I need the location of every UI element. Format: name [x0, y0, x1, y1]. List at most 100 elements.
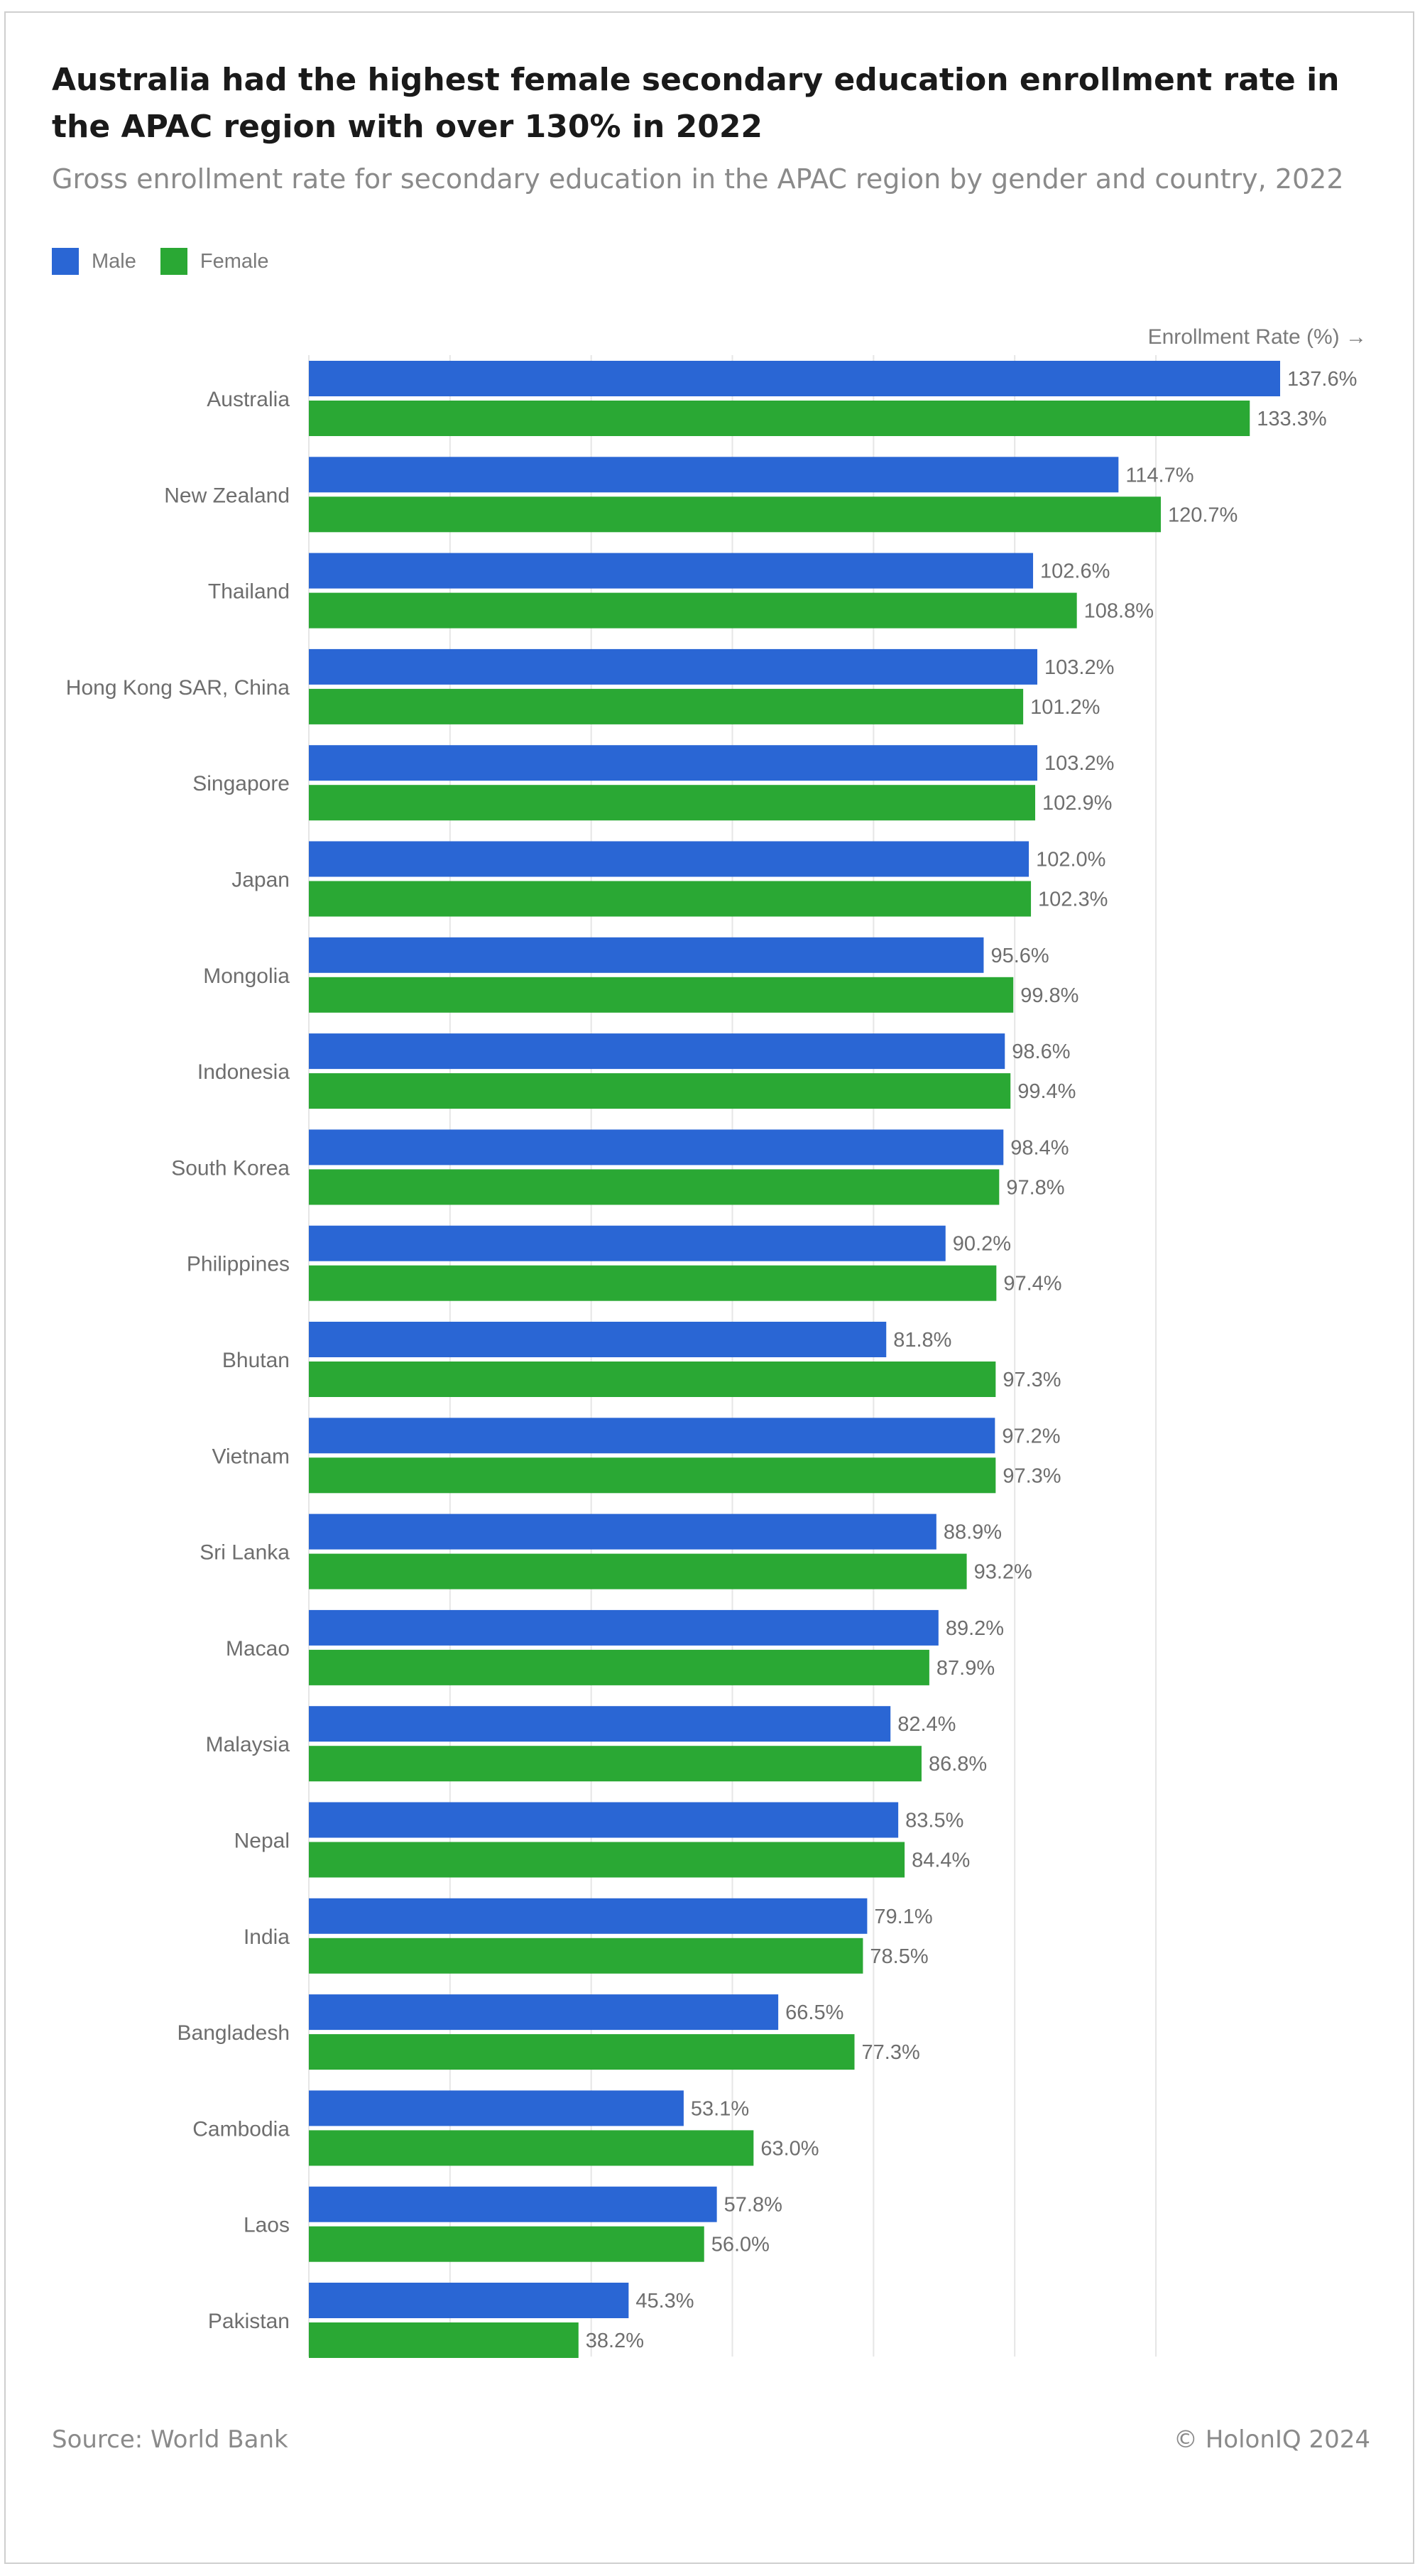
data-label: 77.3% [862, 2041, 920, 2064]
x-axis-title: Enrollment Rate (%) → [1147, 325, 1367, 349]
category-label: Pakistan [208, 2310, 290, 2333]
data-label: 56.0% [711, 2234, 770, 2256]
bar-female [309, 688, 1024, 724]
legend-swatch-female [160, 248, 187, 275]
data-label: 98.6% [1012, 1040, 1070, 1063]
data-label: 79.1% [874, 1906, 932, 1928]
bar-female [309, 496, 1161, 533]
data-label: 83.5% [905, 1810, 963, 1832]
bar-male [309, 2283, 629, 2318]
data-label: 97.3% [1003, 1369, 1061, 1391]
legend-swatch-male [52, 248, 79, 275]
category-label: Indonesia [197, 1060, 290, 1084]
category-label: New Zealand [164, 484, 290, 507]
data-label: 57.8% [724, 2194, 782, 2217]
data-label: 114.7% [1125, 464, 1194, 487]
bar-male [309, 457, 1119, 493]
bar-male [309, 841, 1030, 877]
data-label: 103.2% [1044, 656, 1114, 679]
data-label: 66.5% [785, 2001, 843, 2024]
category-label: Laos [244, 2214, 290, 2237]
data-label: 89.2% [946, 1617, 1004, 1640]
bar-male [309, 1225, 946, 1261]
category-label: Singapore [192, 772, 290, 795]
bar-male [309, 1802, 899, 1838]
category-label: Australia [207, 388, 290, 411]
bar-male [309, 1322, 887, 1357]
chart-subtitle: Gross enrollment rate for secondary educ… [52, 163, 1344, 195]
data-label: 102.6% [1040, 560, 1110, 583]
bar-male [309, 553, 1034, 589]
bar-female [309, 1457, 996, 1494]
bar-male [309, 1418, 995, 1454]
category-label: Thailand [208, 580, 290, 604]
data-label: 97.4% [1003, 1273, 1061, 1295]
bar-female [309, 592, 1077, 629]
data-label: 120.7% [1168, 504, 1238, 526]
category-label: Philippines [187, 1253, 290, 1276]
category-label: Sri Lanka [200, 1541, 290, 1565]
bar-female [309, 1649, 929, 1685]
data-label: 97.3% [1003, 1464, 1061, 1487]
bar-female [309, 2130, 754, 2166]
bar-female [309, 881, 1032, 917]
bar-male [309, 745, 1037, 781]
data-label: 78.5% [870, 1945, 928, 1968]
data-label: 86.8% [929, 1753, 987, 1776]
bar-female [309, 785, 1036, 821]
legend: Male Female [52, 247, 293, 276]
bar-male [309, 1609, 939, 1646]
chart-title: Australia had the highest female seconda… [52, 62, 1340, 145]
data-label: 45.3% [635, 2290, 694, 2313]
category-label: Vietnam [212, 1445, 290, 1468]
bar-male [309, 1033, 1005, 1070]
data-label: 84.4% [912, 1849, 970, 1872]
data-label: 82.4% [897, 1713, 956, 1736]
bar-male [309, 2090, 684, 2126]
bar-male [309, 1898, 868, 1934]
bar-male [309, 2186, 717, 2222]
copyright-note: © HolonIQ 2024 [1173, 2425, 1370, 2454]
bar-male [309, 1706, 891, 1742]
bar-female [309, 2226, 704, 2262]
bar-female [309, 1938, 863, 1974]
bar-female [309, 977, 1014, 1013]
bar-female [309, 1553, 967, 1589]
data-label: 102.9% [1042, 792, 1112, 815]
bar-female [309, 1746, 922, 1782]
bars [309, 361, 1280, 2358]
bar-male [309, 1994, 779, 2031]
labels: Australia 137.6% 133.3% New Zealand 114.7% 12… [66, 368, 1358, 2352]
category-label: Bhutan [222, 1349, 290, 1372]
data-label: 101.2% [1030, 696, 1100, 719]
data-label: 53.1% [691, 2097, 749, 2120]
data-label: 38.2% [586, 2330, 644, 2352]
legend-label-female: Female [200, 249, 269, 273]
data-label: 99.8% [1020, 984, 1078, 1007]
bar-female [309, 1842, 905, 1878]
category-label: Japan [231, 869, 290, 892]
legend-label-male: Male [92, 249, 136, 273]
category-label: Macao [226, 1637, 290, 1661]
bar-male [309, 648, 1037, 685]
legend-item-female: Female [160, 248, 269, 275]
bar-female [309, 2322, 579, 2358]
bar-female [309, 1073, 1011, 1109]
data-label: 108.8% [1084, 600, 1154, 623]
bar-male [309, 1513, 936, 1550]
data-label: 95.6% [990, 945, 1049, 967]
data-label: 133.3% [1257, 408, 1326, 430]
data-label: 88.9% [944, 1521, 1002, 1544]
category-label: Hong Kong SAR, China [66, 676, 290, 700]
data-label: 81.8% [893, 1329, 951, 1352]
bar-female [309, 401, 1250, 436]
bar-male [309, 937, 984, 973]
bar-female [309, 2034, 855, 2070]
category-label: Cambodia [192, 2117, 290, 2141]
category-label: South Korea [171, 1156, 290, 1180]
category-label: Malaysia [206, 1733, 290, 1756]
bar-male [309, 1129, 1004, 1165]
bar-female [309, 1362, 996, 1397]
bar-male [309, 361, 1280, 396]
